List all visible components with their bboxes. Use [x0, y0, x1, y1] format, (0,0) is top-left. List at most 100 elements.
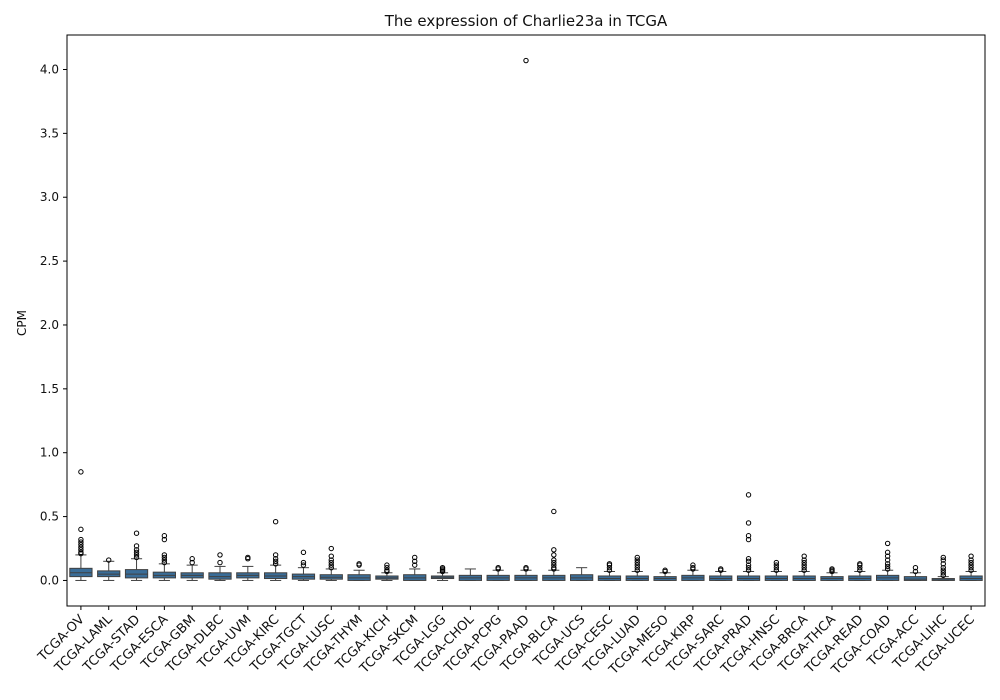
box-tcga-esca: [152, 533, 176, 581]
y-tick-label: 4.0: [40, 62, 59, 76]
outlier-point: [78, 549, 84, 556]
outlier-point: [940, 567, 946, 573]
outlier-point: [968, 559, 974, 566]
outlier-point: [634, 559, 640, 566]
outlier-point: [551, 562, 557, 568]
outlier-point: [857, 561, 863, 567]
outlier-point: [551, 559, 557, 566]
chart-title: The expression of Charlie23a in TCGA: [384, 12, 668, 30]
box-tcga-acc: [903, 564, 928, 581]
outlier-point: [161, 533, 168, 539]
box-tcga-skcm: [403, 554, 427, 581]
outlier-point: [523, 564, 529, 571]
box-tcga-brca: [792, 553, 816, 581]
outlier-point: [412, 554, 418, 561]
outlier-point: [801, 559, 807, 566]
iqr-box: [903, 576, 928, 581]
box-tcga-blca: [542, 508, 566, 581]
box-tcga-laml: [97, 557, 121, 581]
outlier-point: [884, 553, 891, 559]
outlier-point: [634, 557, 640, 563]
outlier-point: [161, 559, 168, 566]
outlier-point: [328, 559, 334, 566]
outlier-point: [328, 562, 334, 568]
box-tcga-lgg: [430, 564, 455, 581]
outlier-point: [690, 564, 696, 571]
outlier-point: [773, 564, 780, 571]
outlier-point: [884, 563, 891, 570]
outlier-point: [551, 508, 557, 515]
outlier-point: [300, 549, 307, 556]
outlier-point: [745, 567, 752, 573]
outlier-point: [634, 567, 640, 573]
outlier-point: [356, 561, 362, 567]
outlier-point: [968, 562, 974, 568]
outlier-point: [189, 556, 195, 562]
y-tick-label: 0.0: [40, 573, 59, 587]
y-tick-label: 1.0: [40, 446, 59, 460]
box-tcga-uvm: [236, 554, 260, 581]
outlier-point: [801, 553, 807, 559]
outlier-point: [940, 554, 946, 561]
box-tcga-luad: [625, 554, 649, 581]
outlier-point: [384, 562, 390, 568]
outlier-point: [328, 545, 334, 552]
y-tick-label: 0.5: [40, 510, 59, 524]
outlier-point: [300, 562, 307, 568]
outlier-point: [272, 556, 279, 562]
box-tcga-paad: [514, 57, 538, 581]
outlier-point: [745, 562, 752, 568]
y-tick-label: 1.5: [40, 382, 59, 396]
box-tcga-sarc: [709, 566, 733, 581]
outlier-point: [940, 557, 946, 563]
outlier-point: [78, 526, 84, 533]
outlier-point: [968, 564, 974, 571]
box-tcga-ov: [69, 469, 93, 581]
box-tcga-meso: [653, 567, 677, 581]
box-tcga-cesc: [597, 561, 622, 581]
box-tcga-lusc: [319, 545, 343, 581]
outlier-point: [272, 552, 279, 558]
outlier-point: [884, 540, 891, 547]
box-tcga-dlbc: [208, 552, 232, 581]
outlier-point: [634, 562, 640, 568]
box-tcga-gbm: [180, 556, 204, 581]
outlier-point: [78, 547, 84, 553]
outlier-point: [773, 559, 780, 566]
outlier-point: [133, 547, 140, 553]
outlier-point: [857, 564, 863, 571]
outlier-point: [412, 558, 418, 564]
box-tcga-ucs: [570, 567, 594, 581]
box-tcga-tgct: [291, 549, 316, 581]
outlier-point: [133, 543, 140, 549]
outlier-point: [634, 564, 640, 571]
outlier-point: [857, 567, 863, 573]
outlier-point: [718, 566, 724, 572]
outlier-point: [884, 557, 891, 563]
outlier-point: [940, 561, 946, 567]
y-tick-label: 3.5: [40, 126, 59, 140]
box-tcga-hnsc: [764, 559, 788, 581]
outlier-point: [523, 57, 529, 64]
plot-area-frame: [66, 34, 986, 607]
outlier-point: [940, 564, 946, 571]
outlier-point: [272, 561, 279, 567]
box-tcga-stad: [124, 530, 149, 581]
box-tcga-chol: [458, 568, 482, 581]
y-tick-label: 2.0: [40, 318, 59, 332]
outlier-point: [884, 566, 891, 572]
outlier-point: [745, 536, 752, 543]
outlier-point: [161, 536, 168, 543]
outlier-point: [940, 572, 946, 579]
y-axis-ticks: 0.0 0.5 1.0 1.5 2.0 2.5 3.0 3.5 4.0: [40, 62, 67, 587]
outlier-point: [745, 564, 752, 571]
box-series: [69, 57, 983, 581]
outlier-point: [300, 559, 307, 566]
outlier-point: [217, 552, 223, 558]
outlier-point: [133, 552, 140, 558]
box-tcga-pcpg: [486, 564, 510, 581]
outlier-point: [245, 554, 251, 561]
outlier-point: [384, 567, 390, 573]
outlier-point: [551, 547, 557, 553]
outlier-point: [884, 561, 891, 567]
